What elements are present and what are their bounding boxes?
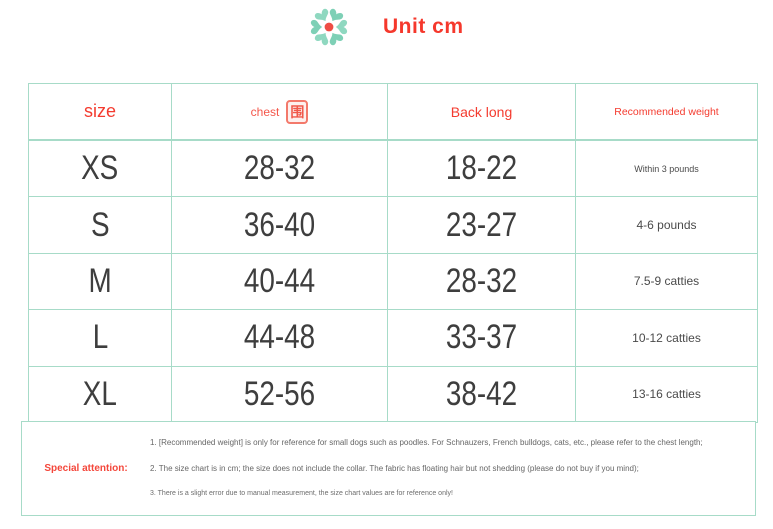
weight-value: 13-16 catties <box>632 387 701 402</box>
cell-chest: 44-48 <box>172 310 388 366</box>
back-long-value: 38-42 <box>445 374 518 413</box>
cell-back-long: 33-37 <box>388 310 576 366</box>
chest-stamp-icon: 围 <box>286 99 309 124</box>
table-row-l: L 44-48 33-37 10-12 catties <box>29 310 757 367</box>
cell-chest: 28-32 <box>172 141 388 197</box>
special-attention-label: Special attention: <box>44 463 128 474</box>
note-item-2: 2. The size chart is in cm; the size doe… <box>150 463 639 473</box>
size-value: L <box>92 318 108 357</box>
cell-size: S <box>29 197 172 253</box>
chest-value: 36-40 <box>243 205 316 244</box>
cell-size: XS <box>29 141 172 197</box>
header-recommended-weight-label: Recommended weight <box>614 105 719 118</box>
cell-recommended-weight: 10-12 catties <box>576 310 757 365</box>
size-value: S <box>90 205 110 244</box>
cell-recommended-weight: 4-6 pounds <box>576 197 757 252</box>
cell-back-long: 38-42 <box>388 366 576 422</box>
cell-chest: 40-44 <box>172 253 388 310</box>
special-attention-box: Special attention: 1. [Recommended weigh… <box>21 421 756 516</box>
weight-value: 10-12 catties <box>632 330 701 345</box>
weight-value: 7.5-9 catties <box>633 274 700 289</box>
header-size-label: size <box>83 101 116 121</box>
cell-recommended-weight: Within 3 pounds <box>576 141 757 196</box>
back-long-value: 18-22 <box>445 149 518 188</box>
back-long-value: 23-27 <box>445 205 518 244</box>
header-cell-back-long: Back long <box>388 84 576 139</box>
page-title: Unit cm <box>383 15 464 38</box>
weight-value: 4-6 pounds <box>636 218 697 233</box>
cell-back-long: 23-27 <box>388 197 576 253</box>
back-long-value: 33-37 <box>445 318 518 357</box>
table-row-xl: XL 52-56 38-42 13-16 catties <box>29 366 757 422</box>
chest-stamp-glyph: 围 <box>290 103 305 120</box>
header-chest-label: chest <box>250 104 280 119</box>
cell-chest: 36-40 <box>172 197 388 253</box>
header-back-long-label: Back long <box>450 103 513 120</box>
cell-back-long: 28-32 <box>388 253 576 310</box>
chest-value: 52-56 <box>243 374 316 413</box>
header-cell-recommended-weight: Recommended weight <box>576 84 757 139</box>
size-value: XL <box>82 374 118 413</box>
table-row-xs: XS 28-32 18-22 Within 3 pounds <box>29 141 757 198</box>
back-long-value: 28-32 <box>445 261 518 300</box>
weight-value: Within 3 pounds <box>634 163 699 174</box>
size-value: XS <box>81 149 119 188</box>
header-cell-size: size <box>29 84 172 139</box>
cell-recommended-weight: 13-16 catties <box>576 367 757 422</box>
cell-back-long: 18-22 <box>388 141 576 197</box>
header-cell-chest: chest 围 <box>172 84 388 139</box>
note-item-3: 3. There is a slight error due to manual… <box>150 490 453 498</box>
chest-value: 44-48 <box>243 318 316 357</box>
table-header-row: size chest 围 Back long Recommended weigh… <box>29 84 757 141</box>
cell-chest: 52-56 <box>172 366 388 422</box>
size-table: size chest 围 Back long Recommended weigh… <box>28 83 758 423</box>
chest-value: 40-44 <box>243 261 316 300</box>
chest-value: 28-32 <box>243 149 316 188</box>
flower-center-dot <box>324 22 334 32</box>
cell-size: L <box>29 310 172 366</box>
cell-recommended-weight: 7.5-9 catties <box>576 254 757 309</box>
cell-size: XL <box>29 366 172 422</box>
size-value: M <box>88 261 112 300</box>
flower-icon <box>310 8 348 46</box>
table-row-m: M 40-44 28-32 7.5-9 catties <box>29 253 757 311</box>
notes-list: 1. [Recommended weight] is only for refe… <box>150 422 755 515</box>
table-row-s: S 36-40 23-27 4-6 pounds <box>29 197 757 254</box>
cell-size: M <box>29 253 172 310</box>
note-item-1: 1. [Recommended weight] is only for refe… <box>150 437 703 447</box>
